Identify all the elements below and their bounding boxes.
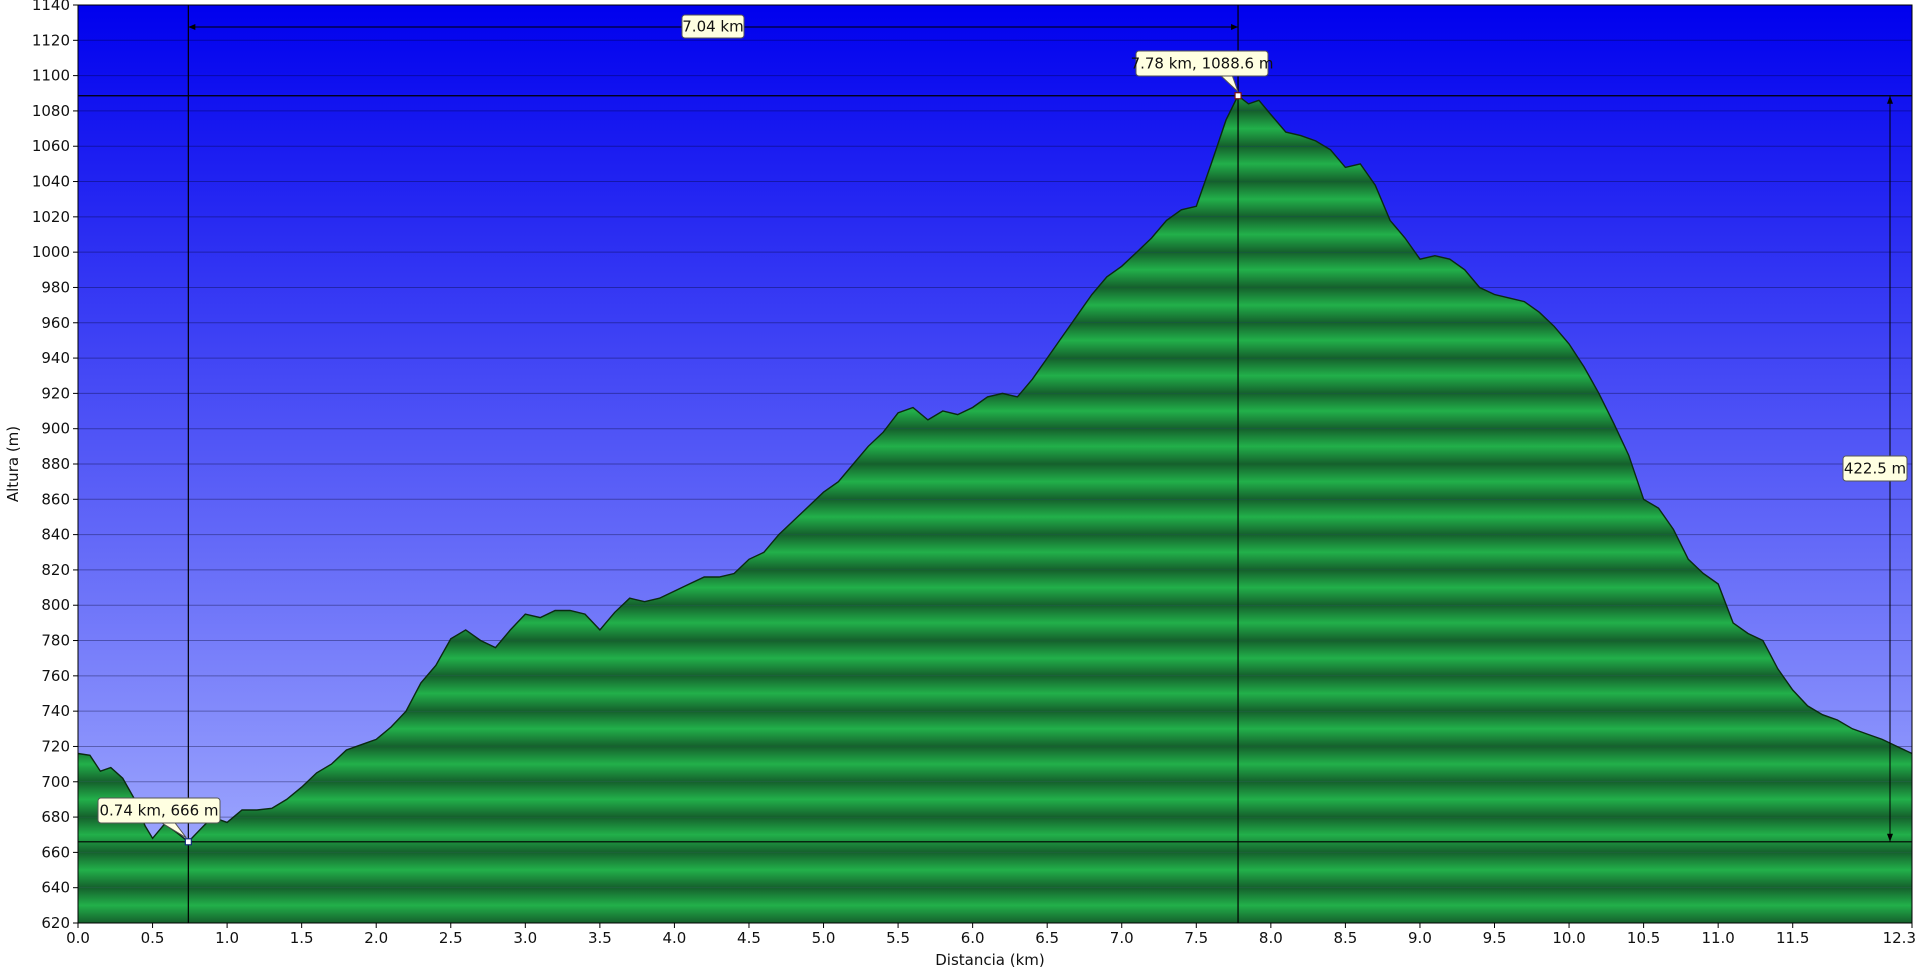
y-tick-label: 900 xyxy=(41,420,70,438)
y-tick-label: 940 xyxy=(41,349,70,367)
x-tick-label: 5.5 xyxy=(886,929,910,947)
y-tick-label: 620 xyxy=(41,914,70,932)
x-tick-label: 10.0 xyxy=(1552,929,1585,947)
x-tick-label: 6.5 xyxy=(1035,929,1059,947)
y-axis-title: Altura (m) xyxy=(4,426,22,502)
y-tick-label: 1100 xyxy=(32,67,70,85)
distance-arrow-right xyxy=(1231,24,1239,30)
x-tick-label: 3.0 xyxy=(513,929,537,947)
height-arrow-bottom xyxy=(1887,833,1893,842)
y-tick-label: 700 xyxy=(41,773,70,791)
x-axis-ticks: 0.0 0.5 1.0 1.5 2.0 2.5 3.0 3.5 4.0 4.5 5.0 5.5 6.0 6… xyxy=(66,923,1916,947)
y-tick-label: 1060 xyxy=(32,137,70,155)
y-tick-label: 760 xyxy=(41,667,70,685)
elevation-outline xyxy=(77,94,1913,843)
y-tick-label: 660 xyxy=(41,843,70,861)
min-point-callout: 0.74 km, 666 m xyxy=(97,797,221,839)
x-tick-label: 5.0 xyxy=(812,929,836,947)
y-tick-label: 1120 xyxy=(32,31,70,49)
min-point-callout-label: 0.74 km, 666 m xyxy=(99,802,218,820)
height-arrow-top xyxy=(1887,95,1893,104)
x-tick-label: 8.0 xyxy=(1259,929,1283,947)
x-tick-label: 11.0 xyxy=(1701,929,1734,947)
elevation-band xyxy=(78,887,1912,923)
distance-callout: 7.04 km xyxy=(681,14,745,39)
x-axis-title: Distancia (km) xyxy=(935,951,1045,969)
y-tick-label: 1020 xyxy=(32,208,70,226)
y-tick-label: 980 xyxy=(41,278,70,296)
y-axis-ticks: 620 640 660 680 700 720 740 760 780 800 820 840 860 8… xyxy=(32,0,78,932)
y-tick-label: 920 xyxy=(41,384,70,402)
x-tick-label: 9.5 xyxy=(1483,929,1507,947)
y-tick-label: 800 xyxy=(41,596,70,614)
x-tick-label: 6.0 xyxy=(961,929,985,947)
x-tick-label: 4.5 xyxy=(737,929,761,947)
y-tick-label: 1000 xyxy=(32,243,70,261)
x-tick-label: 11.5 xyxy=(1776,929,1809,947)
distance-arrow-left xyxy=(188,24,196,30)
y-tick-label: 1140 xyxy=(32,0,70,14)
x-tick-label: 1.5 xyxy=(290,929,314,947)
x-tick-label: 10.5 xyxy=(1627,929,1660,947)
y-tick-label: 860 xyxy=(41,490,70,508)
elevation-band xyxy=(78,781,1912,818)
x-tick-label: 0.5 xyxy=(141,929,165,947)
x-tick-label: 1.0 xyxy=(215,929,239,947)
y-tick-label: 820 xyxy=(41,561,70,579)
x-tick-label: 9.0 xyxy=(1408,929,1432,947)
x-tick-label: 2.5 xyxy=(439,929,463,947)
max-point-marker xyxy=(1234,92,1242,100)
y-tick-label: 1080 xyxy=(32,102,70,120)
y-tick-label: 1040 xyxy=(32,173,70,191)
x-tick-label: 12.3 xyxy=(1883,929,1916,947)
height-difference-callout-label: 422.5 m xyxy=(1844,460,1906,478)
y-tick-label: 840 xyxy=(41,526,70,544)
y-tick-label: 720 xyxy=(41,737,70,755)
y-tick-label: 680 xyxy=(41,808,70,826)
x-tick-label: 0.0 xyxy=(66,929,90,947)
x-tick-label: 4.0 xyxy=(662,929,686,947)
y-tick-label: 780 xyxy=(41,632,70,650)
elevation-band xyxy=(78,852,1912,888)
y-tick-label: 640 xyxy=(41,879,70,897)
height-difference-callout: 422.5 m xyxy=(1842,455,1908,482)
x-tick-label: 7.5 xyxy=(1184,929,1208,947)
x-tick-label: 8.5 xyxy=(1333,929,1357,947)
elevation-band xyxy=(78,746,1912,782)
x-tick-label: 3.5 xyxy=(588,929,612,947)
y-tick-label: 960 xyxy=(41,314,70,332)
x-tick-label: 2.0 xyxy=(364,929,388,947)
distance-callout-label: 7.04 km xyxy=(682,18,743,36)
y-tick-label: 880 xyxy=(41,455,70,473)
y-tick-label: 740 xyxy=(41,702,70,720)
elevation-band xyxy=(78,817,1912,853)
max-point-callout-label: 7.78 km, 1088.6 m xyxy=(1131,55,1274,73)
max-point-callout: 7.78 km, 1088.6 m xyxy=(1131,50,1274,93)
min-point-marker xyxy=(184,838,192,846)
x-tick-label: 7.0 xyxy=(1110,929,1134,947)
